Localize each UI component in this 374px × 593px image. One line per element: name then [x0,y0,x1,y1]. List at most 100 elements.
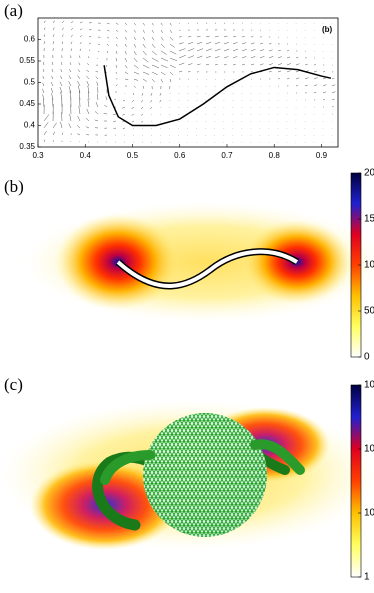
arrow [43,76,44,79]
arrow [170,30,172,33]
y-tick-label: 0.5 [24,78,36,87]
arrow [95,111,98,114]
arrow [150,100,152,102]
arrow [62,41,63,44]
arrow [125,79,128,80]
arrow [224,56,228,58]
arrow [71,35,73,37]
arrow [188,42,193,44]
arrow [134,72,139,74]
arrow [86,76,89,79]
arrow [61,62,62,65]
arrow [77,76,80,79]
arrow [242,64,245,65]
arrow [179,49,185,51]
annotation: (b) [322,25,333,34]
arrow [215,36,219,37]
arrow [161,37,164,40]
arrow [143,79,147,81]
arrow [143,37,145,40]
arrow [44,27,45,30]
arrow [251,43,255,44]
arrow [89,43,91,44]
arrow [51,88,53,93]
arrow [89,29,92,30]
arrow [125,37,127,40]
curve [104,65,331,125]
arrow [269,64,273,65]
arrow [98,44,100,45]
x-tick-label: 0.7 [221,151,233,160]
arrow [98,51,99,52]
arrow [116,37,118,39]
arrow [134,23,136,25]
arrow [160,93,161,96]
arrow [161,65,168,68]
arrow [251,49,255,51]
arrow [206,64,209,65]
arrow [233,42,237,44]
arrow [179,71,182,72]
colorbar-tick-label: 100 [364,260,374,271]
arrow [69,76,71,79]
arrow [70,114,71,121]
arrow [296,85,298,86]
arrow [296,57,298,58]
arrow [44,41,45,44]
arrow [242,36,245,37]
arrow [170,79,171,82]
arrow [152,79,155,82]
arrow [314,92,316,93]
arrow [43,83,44,86]
arrow [62,21,64,23]
arrow [260,64,263,65]
arrow [278,71,281,72]
arrow [42,89,44,93]
arrow [96,102,98,107]
arrow [152,37,154,40]
arrow [43,69,44,72]
x-tick-label: 0.9 [316,151,328,160]
arrow [278,50,281,51]
arrow [170,37,173,40]
arrow [323,71,325,72]
arrow [260,56,264,58]
arrow [323,92,326,93]
arrow [43,62,44,65]
colorbar-tick-label: 50 [364,306,374,317]
arrow [215,56,219,58]
arrow [97,82,98,86]
arrow [107,30,109,31]
arrow [152,65,159,68]
arrow [161,72,165,75]
arrow [233,49,238,51]
arrow [305,78,309,79]
arrow [269,71,272,72]
arrow [188,56,194,58]
arrow [161,44,165,48]
arrow [78,69,80,72]
arrow [143,72,149,75]
arrow [224,49,229,51]
arrow [133,93,134,95]
arrow [152,58,159,62]
x-tick-label: 0.8 [269,151,281,160]
arrow [314,78,318,79]
arrow [323,78,326,79]
arrow [80,29,82,30]
panel-label: (b) [4,177,24,196]
arrow [77,81,80,86]
arrow [224,64,227,65]
arrow [96,77,98,79]
arrow [132,121,134,122]
arrow [188,36,191,37]
arrow [134,30,136,33]
arrow [188,49,194,51]
arrow [179,43,184,44]
arrow [60,76,62,79]
plot-frame [38,18,338,147]
arrow [80,49,81,51]
colorbar-tick-label: 100 [364,444,374,455]
arrow [71,21,73,23]
arrow [132,107,134,109]
